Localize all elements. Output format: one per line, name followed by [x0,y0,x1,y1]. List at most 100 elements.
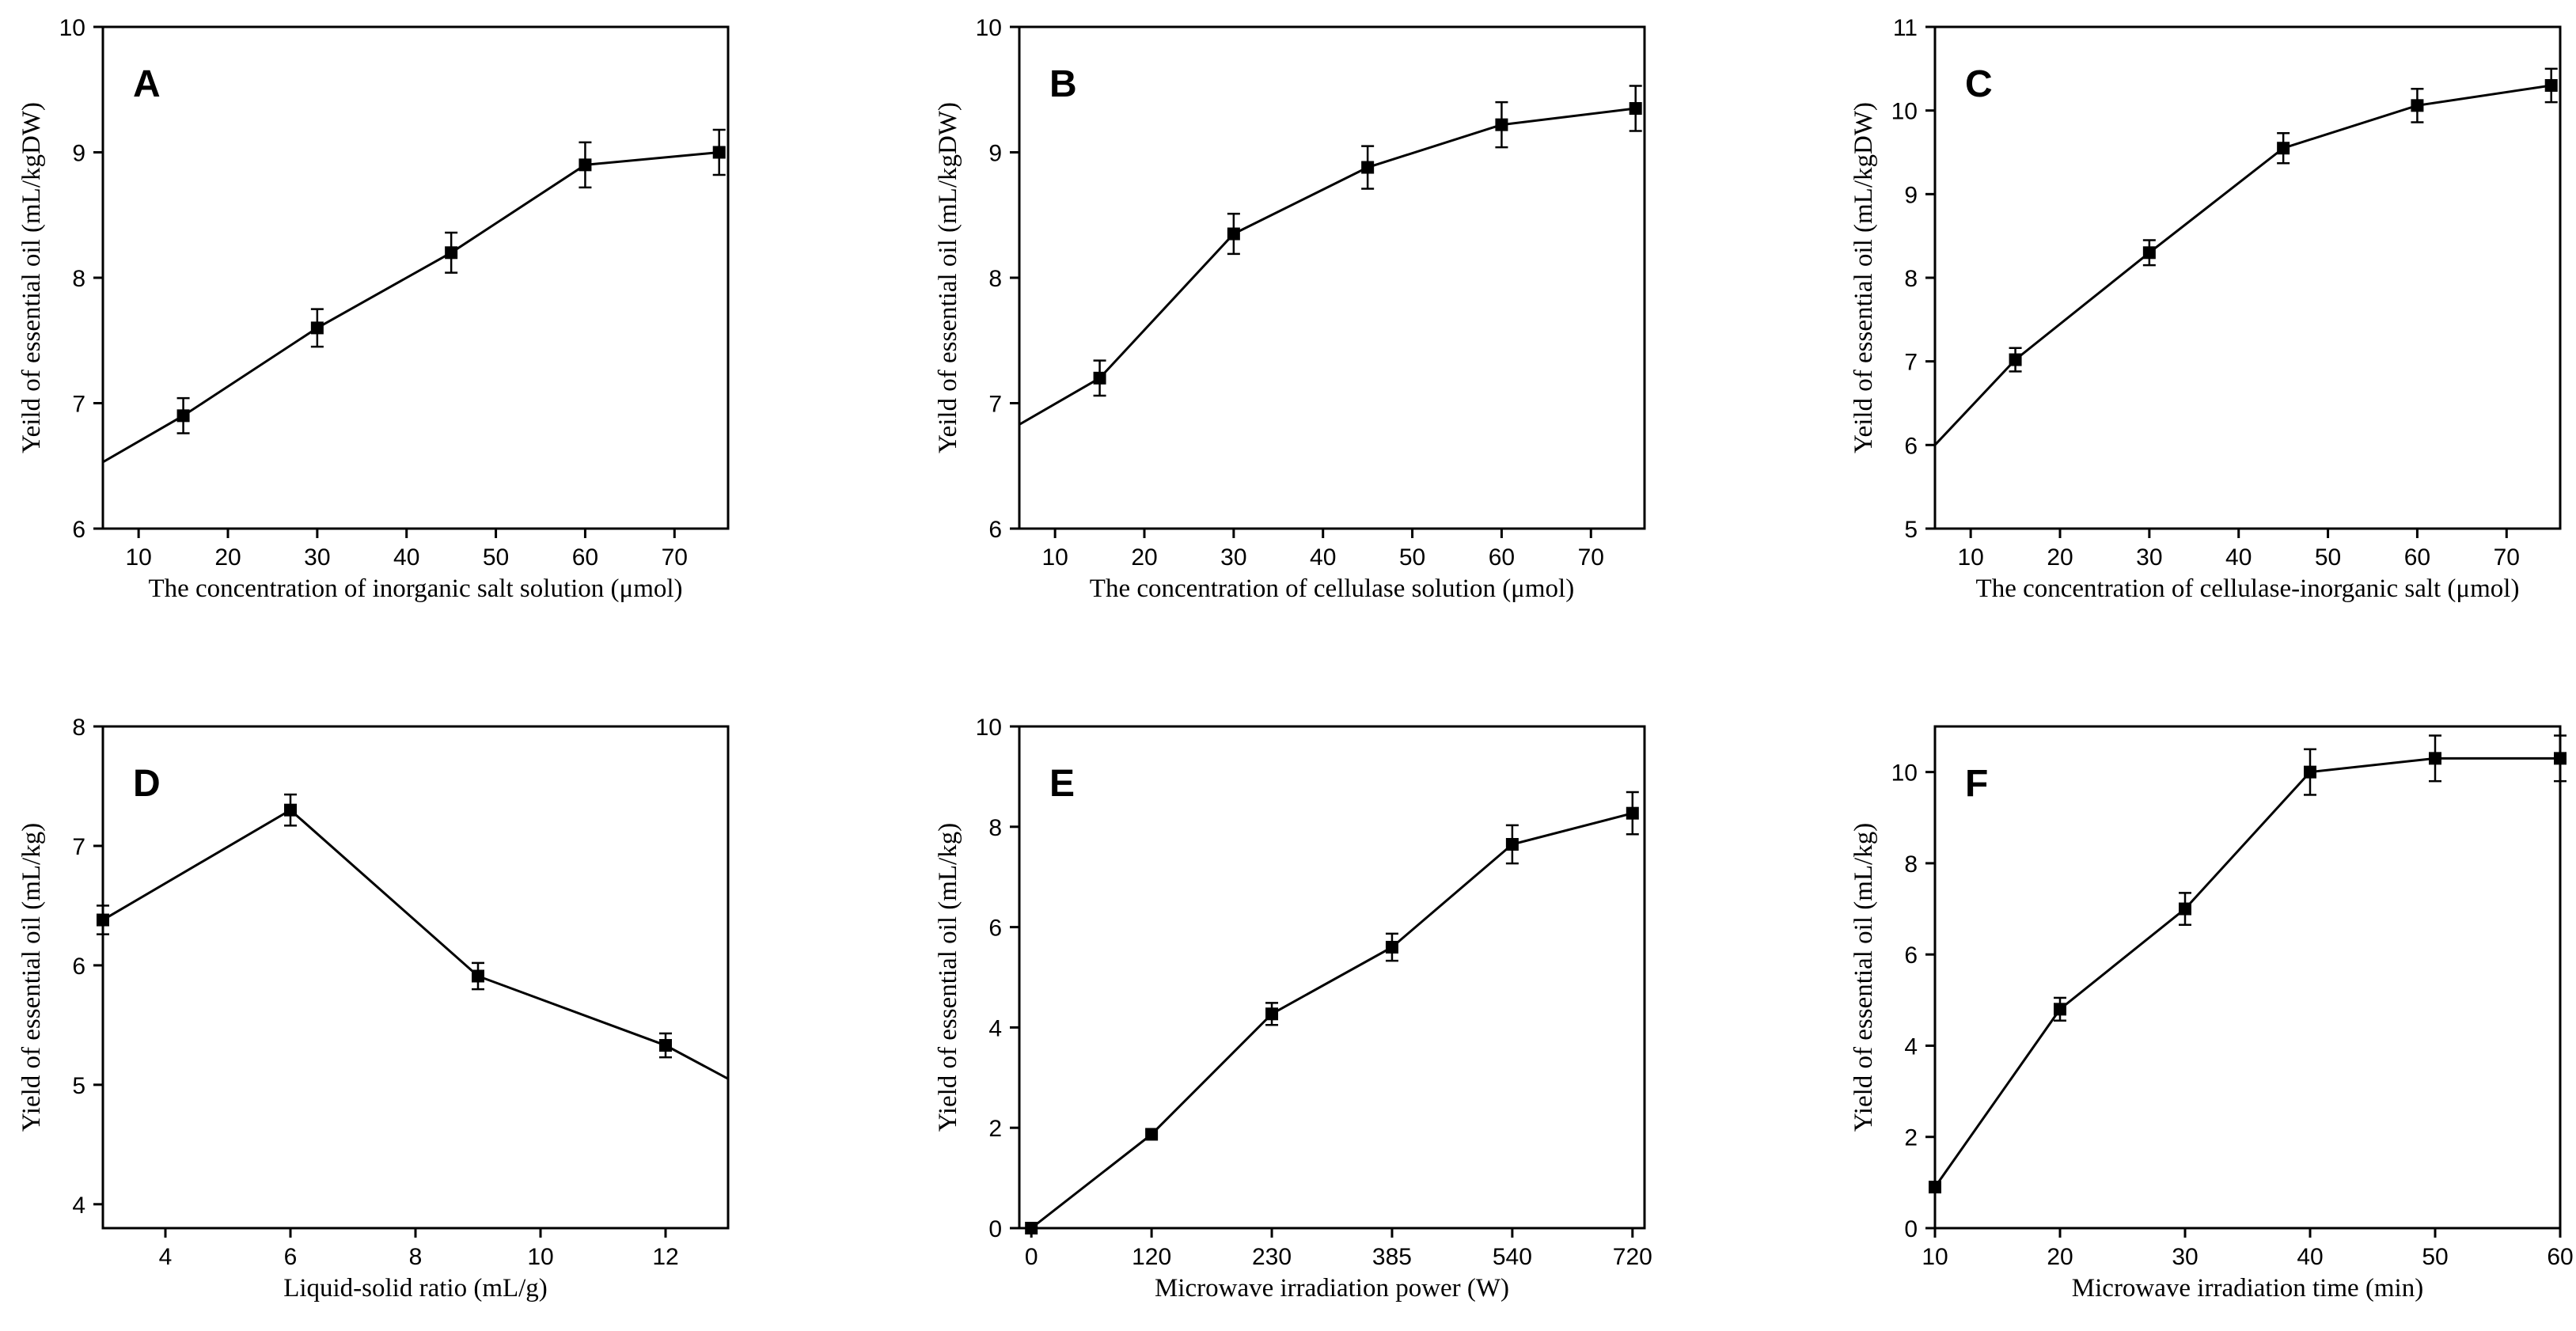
data-point [1361,161,1375,174]
x-tick-label: 10 [1041,544,1068,571]
x-tick-label: 40 [2297,1244,2323,1270]
plot-frame [1018,725,1646,1230]
x-tick-label: 385 [1372,1244,1412,1270]
x-tick-label: 40 [2225,544,2252,571]
y-tick-label: 4 [72,1193,85,1219]
data-point [659,1039,672,1052]
data-point [1505,837,1519,851]
data-point [1495,118,1508,131]
data-point [1093,371,1106,385]
data-point [472,969,484,983]
y-tick-label: 6 [72,954,85,980]
x-tick-label: 20 [2047,544,2073,571]
data-point [1145,1128,1159,1141]
panel-label: D [133,763,161,805]
x-tick-label: 720 [1613,1244,1652,1270]
y-tick-label: 9 [988,141,1002,167]
data-point [2429,752,2441,765]
plot-frame [1933,25,2562,530]
data-point [1929,1181,1941,1194]
panel-label: E [1049,763,1075,805]
y-tick-label: 6 [72,517,85,543]
x-tick-label: 50 [2315,544,2341,571]
data-point [310,321,324,335]
x-tick-label: 40 [1310,544,1336,571]
chart-panel-b: 10 20 30 40 50 60 70 6 7 8 9 10 The concentration of… [934,15,1646,603]
y-axis-title: Yield of essential oil (mL/kg) [1849,823,1878,1132]
data-point [2544,78,2558,92]
y-tick-label: 7 [1904,350,1918,376]
y-tick-label: 11 [1893,15,1918,41]
series-line [103,808,728,1080]
plot-frame [101,725,730,1230]
x-tick-label: 30 [2172,1244,2198,1270]
data-point [2142,246,2156,260]
data-point [2054,1003,2066,1016]
x-axis-title: The concentration of cellulase-inorganic… [1976,574,2520,603]
y-tick-label: 2 [1904,1125,1918,1151]
y-tick-label: 5 [1904,517,1918,543]
x-tick-label: 60 [572,544,598,571]
y-tick-label: 7 [72,392,85,418]
plot-frame [1018,25,1646,530]
x-tick-label: 20 [1131,544,1157,571]
y-tick-label: 7 [988,392,1002,418]
chart-panel-f: 10 20 30 40 50 60 0 2 4 6 8 10 Microwave irradiation… [1849,725,2574,1303]
data-point [2009,353,2022,366]
x-axis-title: Microwave irradiation time (min) [2072,1274,2423,1303]
x-tick-label: 6 [284,1244,298,1270]
y-tick-label: 0 [1904,1216,1918,1242]
chart-panel-e: 0 120 230 385 540 720 0 2 4 6 8 10 Microwave irradia… [934,715,1652,1303]
chart-panel-a: 10 20 30 40 50 60 70 6 7 8 9 10 The concentration of… [17,15,730,603]
data-point [97,913,109,927]
x-tick-label: 60 [2404,544,2430,571]
x-tick-label: 10 [1957,544,1983,571]
x-tick-label: 120 [1132,1244,1171,1270]
x-tick-label: 12 [652,1244,678,1270]
x-tick-label: 60 [2547,1244,2573,1270]
x-axis-title: Microwave irradiation power (W) [1155,1274,1509,1303]
chart-panel-c: 10 20 30 40 50 60 70 5 6 7 8 9 10 11 The concentration… [1849,15,2562,603]
data-point [1265,1007,1279,1021]
data-point [712,146,726,159]
data-point [2411,99,2424,112]
x-tick-label: 20 [2047,1244,2073,1270]
panel-label: B [1049,63,1077,105]
data-point [2277,142,2290,155]
y-tick-label: 8 [988,266,1002,292]
y-tick-label: 8 [1904,851,1918,878]
x-tick-label: 50 [1399,544,1425,571]
data-point [579,158,592,172]
y-tick-label: 10 [59,15,85,41]
data-point [2554,752,2567,765]
x-tick-label: 20 [214,544,241,571]
y-tick-label: 4 [988,1015,1002,1041]
data-point [1629,102,1642,116]
y-tick-label: 10 [1891,760,1918,787]
x-tick-label: 230 [1252,1244,1292,1270]
plot-frame [101,25,730,530]
data-point [1227,227,1240,241]
x-tick-label: 30 [2136,544,2162,571]
x-tick-label: 10 [125,544,151,571]
y-tick-label: 4 [1904,1033,1918,1060]
data-point [2179,902,2191,916]
series-line [1935,757,2560,1188]
y-tick-label: 2 [988,1116,1002,1142]
panel-label: C [1965,63,1993,105]
series-line [1019,107,1636,426]
x-tick-label: 50 [2422,1244,2448,1270]
x-tick-label: 40 [393,544,419,571]
y-tick-label: 9 [72,141,85,167]
y-tick-label: 6 [988,916,1002,942]
y-tick-label: 5 [72,1073,85,1099]
panel-label: A [133,63,161,105]
y-axis-title: Yield of essential oil (mL/kg) [934,823,962,1132]
x-axis-title: The concentration of cellulase solution … [1090,574,1574,603]
y-axis-title: Yeild of essential oil (mL/kgDW) [934,102,962,453]
x-tick-label: 4 [159,1244,173,1270]
data-point [176,409,190,423]
y-tick-label: 8 [988,815,1002,841]
series-line [103,151,719,464]
